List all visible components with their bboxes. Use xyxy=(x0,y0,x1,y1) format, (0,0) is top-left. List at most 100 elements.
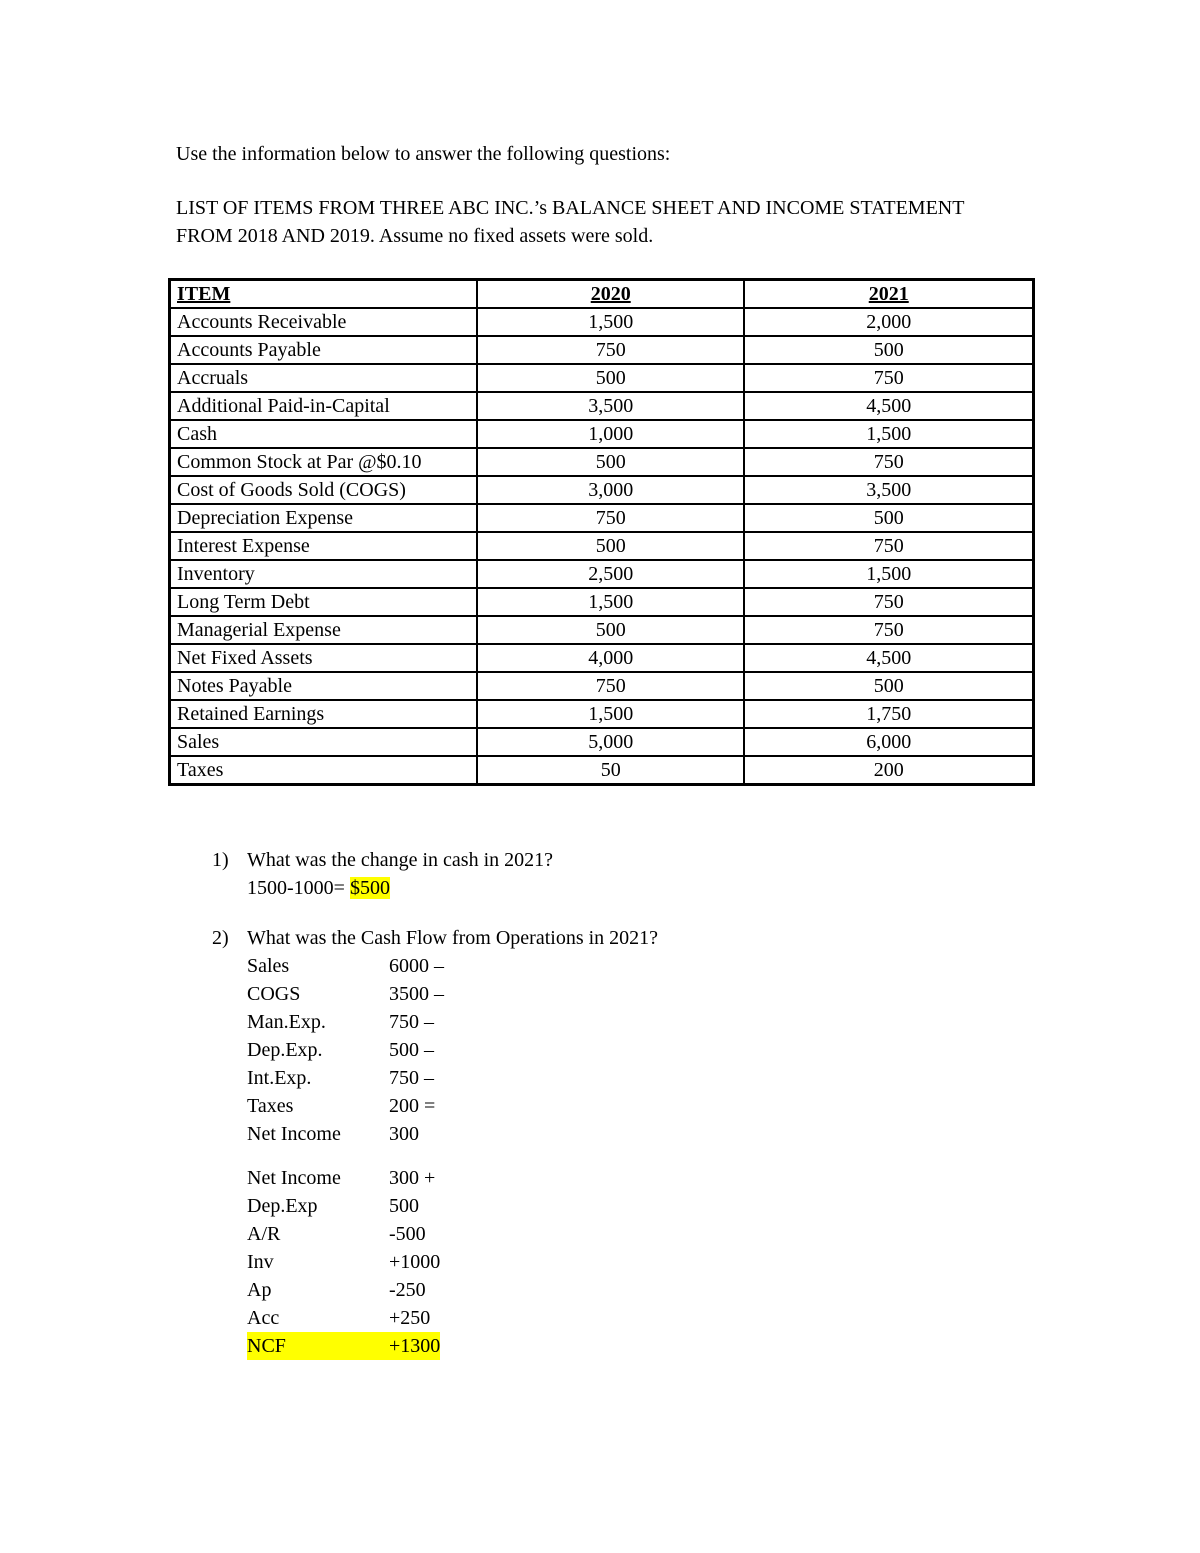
value-2020-cell: 1,500 xyxy=(475,699,746,729)
calc-row-label: A/R xyxy=(247,1223,281,1245)
value-2020-cell: 500 xyxy=(475,363,746,393)
item-name-cell: Long Term Debt xyxy=(168,587,478,617)
calc-row-label: Inv xyxy=(247,1251,274,1273)
table-row: Accounts Payable 750 500 xyxy=(168,335,1035,365)
calc-row-value: +1300 xyxy=(389,1335,441,1357)
calc-row-label: Dep.Exp. xyxy=(247,1039,323,1061)
value-2021-cell: 750 xyxy=(743,615,1035,645)
item-name-cell: Common Stock at Par @$0.10 xyxy=(168,447,478,477)
calc-row: Int.Exp. 750 – xyxy=(247,1064,1140,1092)
value-2020-cell: 3,000 xyxy=(475,475,746,505)
calc-row: Dep.Exp. 500 – xyxy=(247,1036,1140,1064)
item-name-cell: Accounts Payable xyxy=(168,335,478,365)
value-2020-cell: 50 xyxy=(475,755,746,786)
calc-row-value: 200 = xyxy=(389,1095,436,1117)
calc-row: Net Income 300 xyxy=(247,1120,1140,1148)
table-row: Additional Paid-in-Capital 3,500 4,500 xyxy=(168,391,1035,421)
question-2-text: What was the Cash Flow from Operations i… xyxy=(247,927,659,949)
value-2021-cell: 3,500 xyxy=(743,475,1035,505)
value-2020-cell: 500 xyxy=(475,531,746,561)
question-1: 1) What was the change in cash in 2021? xyxy=(212,846,1140,874)
value-2021-cell: 750 xyxy=(743,587,1035,617)
calc-row: Inv +1000 xyxy=(247,1248,1140,1276)
document-subtitle: LIST OF ITEMS FROM THREE ABC INC.’s BALA… xyxy=(176,197,965,247)
value-2020-cell: 1,000 xyxy=(475,419,746,449)
value-2020-cell: 5,000 xyxy=(475,727,746,757)
table-row: Notes Payable 750 500 xyxy=(168,671,1035,701)
item-name-cell: Depreciation Expense xyxy=(168,503,478,533)
item-name-cell: Managerial Expense xyxy=(168,615,478,645)
value-2020-cell: 750 xyxy=(475,671,746,701)
cash-flow-calculation: Net Income 300 + Dep.Exp 500 A/R -500 xyxy=(247,1164,1140,1360)
value-2021-cell: 750 xyxy=(743,363,1035,393)
calc-row-value: 500 xyxy=(389,1195,419,1217)
item-name-cell: Retained Earnings xyxy=(168,699,478,729)
calc-row: COGS 3500 – xyxy=(247,980,1140,1008)
calc-row-label: Acc xyxy=(247,1307,280,1329)
value-2021-cell: 500 xyxy=(743,671,1035,701)
answer-1-calculation: 1500-1000= xyxy=(247,877,350,899)
value-2020-cell: 1,500 xyxy=(475,307,746,337)
calc-row: Taxes 200 = xyxy=(247,1092,1140,1120)
calc-row-value: +250 xyxy=(389,1307,431,1329)
value-2021-cell: 1,500 xyxy=(743,419,1035,449)
item-name-cell: Additional Paid-in-Capital xyxy=(168,391,478,421)
item-name-cell: Sales xyxy=(168,727,478,757)
column-header-2021: 2021 xyxy=(743,278,1035,309)
value-2021-cell: 6,000 xyxy=(743,727,1035,757)
value-2021-cell: 200 xyxy=(743,755,1035,786)
calc-row: Ap -250 xyxy=(247,1276,1140,1304)
value-2021-cell: 500 xyxy=(743,335,1035,365)
calc-row-value: -250 xyxy=(389,1279,426,1301)
calc-row: Sales 6000 – xyxy=(247,952,1140,980)
calc-row-value: 300 + xyxy=(389,1167,436,1189)
table-row: Taxes 50 200 xyxy=(168,755,1035,786)
value-2020-cell: 4,000 xyxy=(475,643,746,673)
calc-row-value: 750 – xyxy=(389,1067,434,1089)
value-2021-cell: 500 xyxy=(743,503,1035,533)
calc-row-label: Int.Exp. xyxy=(247,1067,312,1089)
item-name-cell: Interest Expense xyxy=(168,531,478,561)
table-row: Accruals 500 750 xyxy=(168,363,1035,393)
value-2021-cell: 4,500 xyxy=(743,643,1035,673)
calc-row-label: COGS xyxy=(247,983,301,1005)
answer-1-highlighted-value: $500 xyxy=(349,877,390,899)
calc-row-label: Net Income xyxy=(247,1123,341,1145)
question-1-answer: 1500-1000= $500 xyxy=(247,874,1140,902)
balance-sheet-table: ITEM 2020 2021 Accounts Receivable 1,500… xyxy=(168,278,1035,786)
calc-row-label: Taxes xyxy=(247,1095,294,1117)
value-2021-cell: 750 xyxy=(743,531,1035,561)
calc-row-value: -500 xyxy=(389,1223,426,1245)
questions-section: 1) What was the change in cash in 2021? … xyxy=(176,846,1140,1360)
item-name-cell: Inventory xyxy=(168,559,478,589)
table-row: Net Fixed Assets 4,000 4,500 xyxy=(168,643,1035,673)
value-2021-cell: 4,500 xyxy=(743,391,1035,421)
calc-row-label: Sales xyxy=(247,955,290,977)
calc-row-label: NCF xyxy=(247,1335,286,1357)
value-2020-cell: 500 xyxy=(475,615,746,645)
table-row: Cost of Goods Sold (COGS) 3,000 3,500 xyxy=(168,475,1035,505)
item-name-cell: Cost of Goods Sold (COGS) xyxy=(168,475,478,505)
calc-row-value: 3500 – xyxy=(389,983,444,1005)
question-1-text: What was the change in cash in 2021? xyxy=(247,849,554,871)
calc-row-label: Net Income xyxy=(247,1167,341,1189)
value-2021-cell: 1,500 xyxy=(743,559,1035,589)
table-row: Interest Expense 500 750 xyxy=(168,531,1035,561)
intro-text: Use the information below to answer the … xyxy=(176,143,671,165)
question-2: 2) What was the Cash Flow from Operation… xyxy=(212,924,1140,952)
calc-row-label: Ap xyxy=(247,1279,272,1301)
table-header-row: ITEM 2020 2021 xyxy=(168,278,1035,309)
table-row: Managerial Expense 500 750 xyxy=(168,615,1035,645)
column-header-2020: 2020 xyxy=(475,278,746,309)
question-1-number: 1) xyxy=(212,849,229,871)
value-2021-cell: 2,000 xyxy=(743,307,1035,337)
table-row: Inventory 2,500 1,500 xyxy=(168,559,1035,589)
calc-row: Net Income 300 + xyxy=(247,1164,1140,1192)
value-2020-cell: 3,500 xyxy=(475,391,746,421)
calc-row: A/R -500 xyxy=(247,1220,1140,1248)
item-name-cell: Net Fixed Assets xyxy=(168,643,478,673)
calc-row-label: Dep.Exp xyxy=(247,1195,318,1217)
calc-row: Man.Exp. 750 – xyxy=(247,1008,1140,1036)
table-row: Sales 5,000 6,000 xyxy=(168,727,1035,757)
document-page: Use the information below to answer the … xyxy=(168,143,1140,1360)
